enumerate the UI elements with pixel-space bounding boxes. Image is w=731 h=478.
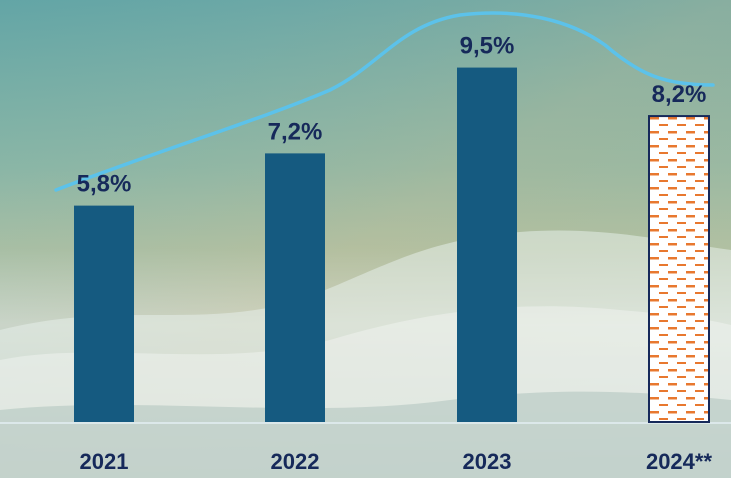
bar-2021 — [74, 205, 134, 422]
bar-2022 — [265, 153, 325, 422]
value-label: 7,2% — [268, 118, 323, 145]
trend-line — [54, 11, 715, 192]
value-label: 8,2% — [652, 81, 707, 108]
bar-2024 — [648, 115, 710, 423]
value-label: 9,5% — [460, 33, 515, 60]
category-label: 2021 — [80, 449, 129, 474]
category-label: 2024** — [646, 449, 713, 474]
value-label: 5,8% — [77, 171, 132, 198]
plot-area: 5,8% 2021 7,2% 2022 9,5% 2023 8,2% 2024** — [74, 33, 712, 474]
bar-2023 — [457, 67, 517, 423]
category-label: 2023 — [463, 449, 512, 474]
category-label: 2022 — [271, 449, 320, 474]
